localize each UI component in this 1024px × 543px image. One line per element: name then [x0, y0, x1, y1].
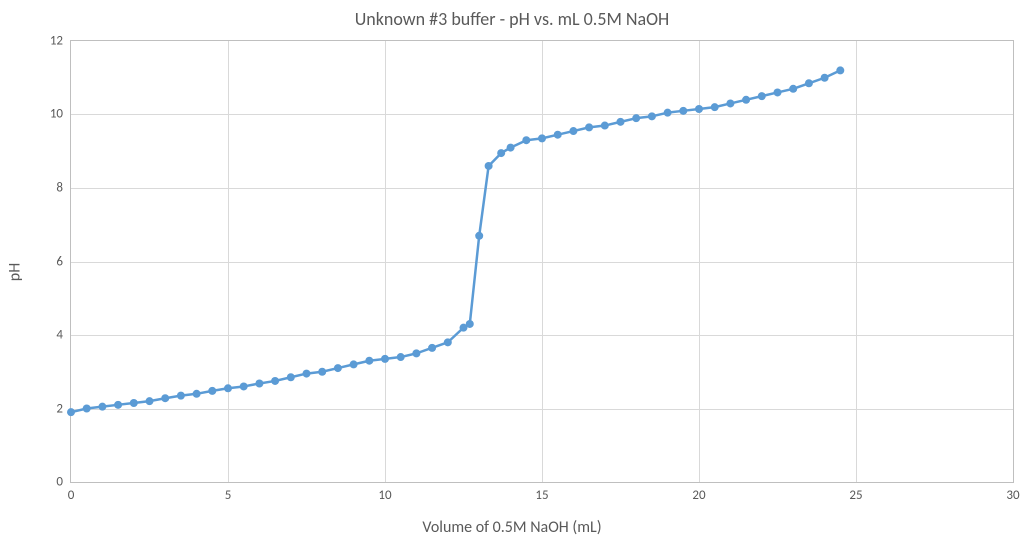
data-point [67, 408, 75, 416]
x-tick-label: 30 [1006, 482, 1019, 503]
data-point [836, 66, 844, 74]
data-point [679, 107, 687, 115]
data-point [271, 377, 279, 385]
titration-chart: Unknown #3 buffer - pH vs. mL 0.5M NaOH … [0, 0, 1024, 543]
data-point [177, 392, 185, 400]
x-tick-label: 25 [849, 482, 862, 503]
data-point [98, 403, 106, 411]
data-point [711, 103, 719, 111]
data-point [497, 149, 505, 157]
x-axis-label: Volume of 0.5M NaOH (mL) [0, 518, 1024, 537]
series-layer [71, 41, 1013, 482]
data-point [193, 390, 201, 398]
data-point [554, 131, 562, 139]
data-point [805, 79, 813, 87]
y-tick-label: 8 [56, 180, 71, 195]
data-point [334, 364, 342, 372]
data-point [664, 109, 672, 117]
data-point [789, 85, 797, 93]
data-point [428, 344, 436, 352]
series-line [71, 70, 840, 412]
data-point [632, 114, 640, 122]
data-point [412, 349, 420, 357]
x-tick-label: 10 [378, 482, 391, 503]
data-point [695, 105, 703, 113]
data-point [365, 357, 373, 365]
data-point [240, 382, 248, 390]
data-point [466, 320, 474, 328]
data-point [774, 88, 782, 96]
y-tick-label: 12 [50, 34, 71, 49]
y-tick-label: 6 [56, 254, 71, 269]
data-point [485, 162, 493, 170]
data-point [444, 338, 452, 346]
data-point [726, 99, 734, 107]
data-point [146, 397, 154, 405]
data-point [318, 368, 326, 376]
data-point [742, 96, 750, 104]
x-tick-label: 15 [535, 482, 548, 503]
data-point [130, 399, 138, 407]
x-tick-label: 20 [692, 482, 705, 503]
data-point [208, 387, 216, 395]
data-point [569, 127, 577, 135]
data-point [821, 74, 829, 82]
data-point [475, 232, 483, 240]
y-tick-label: 0 [56, 475, 71, 490]
data-point [114, 401, 122, 409]
y-axis-label: pH [6, 262, 25, 280]
data-point [303, 370, 311, 378]
data-point [161, 394, 169, 402]
data-point [522, 136, 530, 144]
data-point [381, 355, 389, 363]
data-point [83, 405, 91, 413]
y-tick-label: 10 [50, 107, 71, 122]
data-point [507, 144, 515, 152]
data-point [601, 122, 609, 130]
y-tick-label: 4 [56, 327, 71, 342]
data-point [350, 360, 358, 368]
data-point [255, 380, 263, 388]
chart-title: Unknown #3 buffer - pH vs. mL 0.5M NaOH [0, 8, 1024, 30]
data-point [224, 384, 232, 392]
data-point [758, 92, 766, 100]
plot-area: 051015202530024681012 [70, 40, 1014, 483]
x-tick-label: 5 [225, 482, 232, 503]
data-point [397, 353, 405, 361]
data-point [538, 134, 546, 142]
data-point [585, 123, 593, 131]
data-point [648, 112, 656, 120]
data-point [287, 373, 295, 381]
data-point [617, 118, 625, 126]
